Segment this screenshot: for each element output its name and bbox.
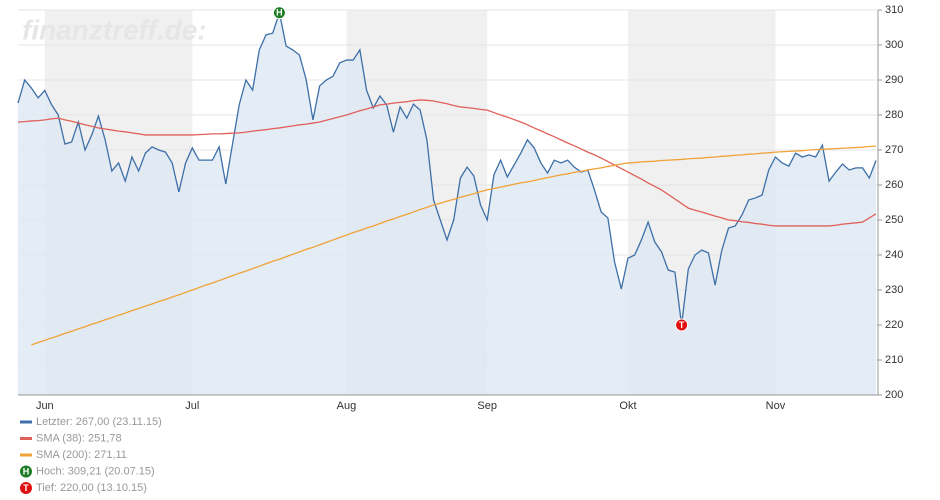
- y-tick-label: 270: [885, 144, 903, 156]
- series-line: [31, 145, 877, 346]
- x-tick-label: Aug: [337, 400, 357, 412]
- x-tick-label: Sep: [477, 400, 497, 412]
- y-tick-label: 230: [885, 284, 903, 296]
- x-tick-label: Nov: [766, 400, 786, 412]
- price-area: [18, 12, 876, 395]
- legend-swatch: [20, 453, 32, 457]
- y-tick-label: 310: [885, 4, 903, 16]
- legend-swatch: [20, 437, 32, 440]
- legend-marker: [20, 482, 32, 494]
- legend-label: Letzter: 267,00 (23.11.15): [36, 416, 162, 428]
- legend-marker-symbol: T: [23, 483, 29, 493]
- y-tick-label: 240: [885, 249, 903, 261]
- legend-marker-symbol: H: [23, 466, 30, 476]
- legend-label: Tief: 220,00 (13.10.15): [36, 482, 147, 494]
- legend-swatch: [20, 420, 32, 424]
- x-tick-label: Jun: [36, 400, 54, 412]
- series-line: [17, 99, 877, 227]
- watermark: finanztreff.de:: [22, 14, 207, 45]
- y-tick-label: 300: [885, 39, 903, 51]
- marker-high: [272, 6, 286, 20]
- y-tick-label: 220: [885, 319, 903, 331]
- y-tick-label: 200: [885, 389, 903, 401]
- legend-marker: [20, 465, 32, 478]
- x-tick-label: Jul: [185, 400, 199, 412]
- x-tick-label: Okt: [619, 400, 636, 412]
- marker-symbol: T: [679, 320, 685, 330]
- legend-label: SMA (200): 271,11: [36, 449, 127, 461]
- y-tick-label: 290: [885, 74, 903, 86]
- y-tick-label: 280: [885, 109, 903, 121]
- marker-low: [675, 318, 689, 332]
- y-tick-label: 260: [885, 179, 903, 191]
- series-line: [17, 10, 877, 326]
- legend-label: SMA (38): 251,78: [36, 432, 122, 444]
- y-tick-label: 250: [885, 214, 903, 226]
- y-tick-label: 210: [885, 354, 903, 366]
- legend-label: Hoch: 309,21 (20.07.15): [36, 465, 155, 477]
- marker-symbol: H: [276, 8, 283, 18]
